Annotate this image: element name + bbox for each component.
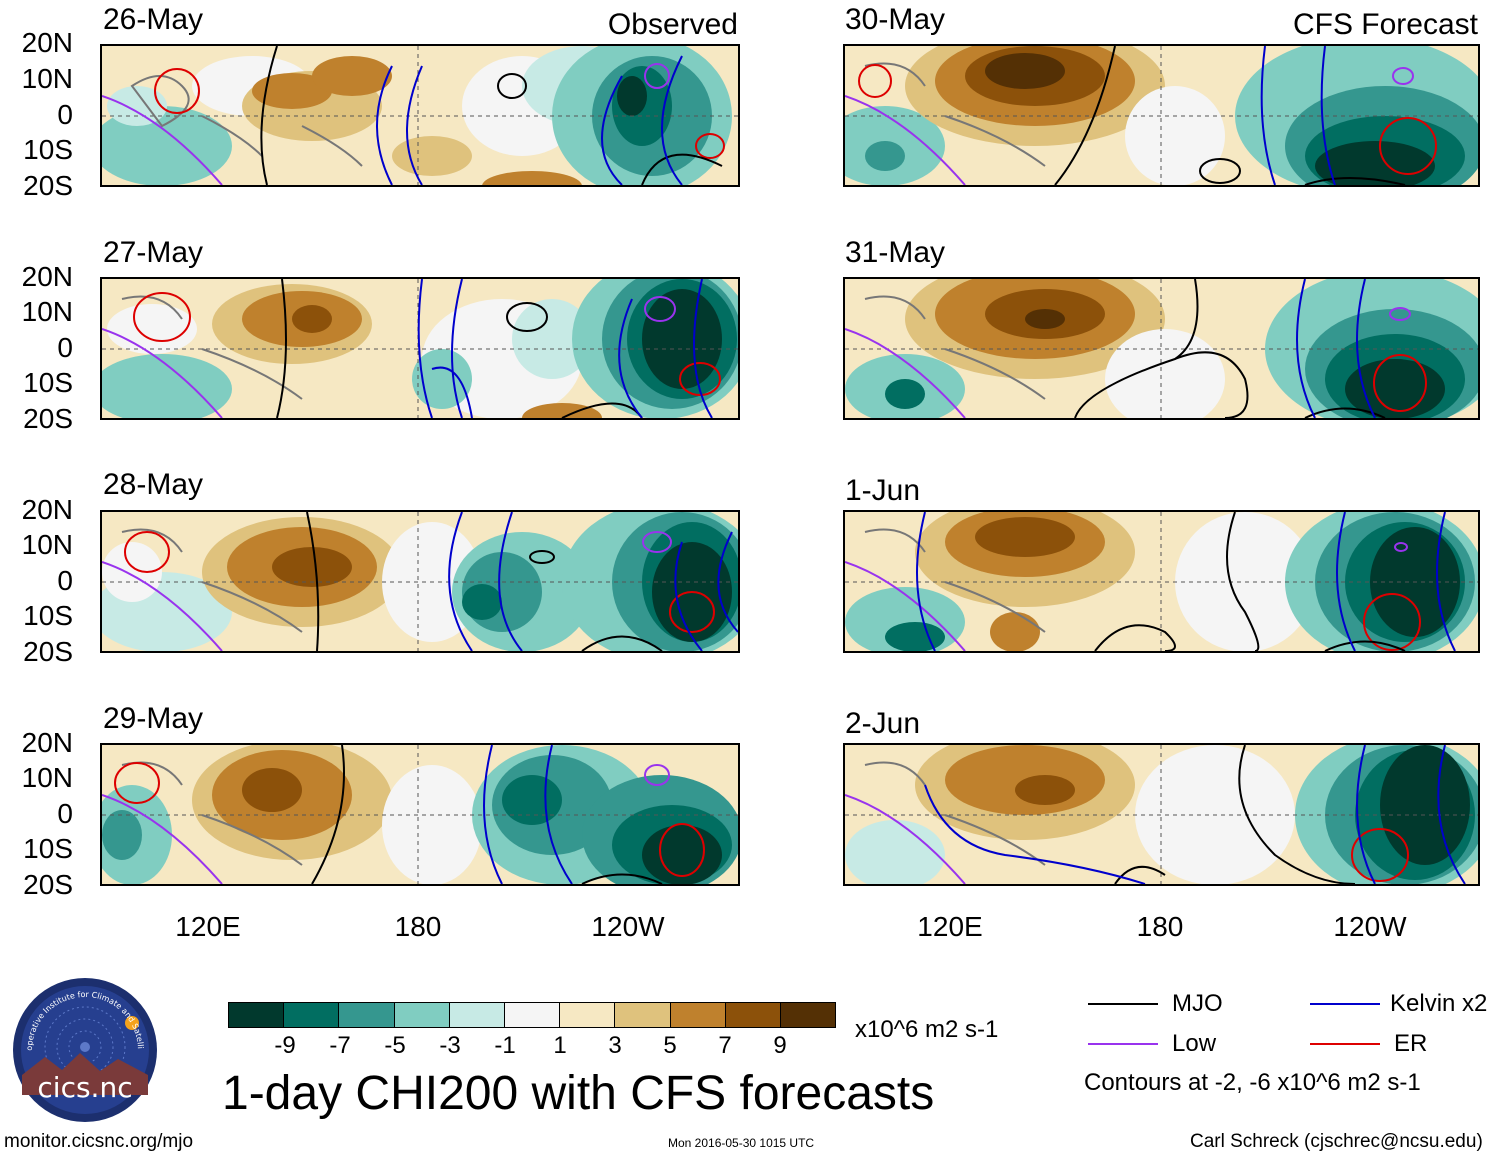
- lat-label-0: 0: [57, 565, 73, 596]
- map-1jun-graphic: [845, 512, 1478, 651]
- observed-header: Observed: [607, 8, 738, 41]
- colorbar-swatch: [229, 1003, 285, 1027]
- colorbar-units: x10^6 m2 s-1: [855, 1016, 999, 1043]
- colorbar: [228, 1002, 836, 1028]
- colorbar-tick: 9: [773, 1032, 787, 1059]
- panel-date-30may: 30-May: [845, 3, 946, 36]
- lat-label-20n: 20N: [21, 494, 73, 525]
- map-31may-graphic: [845, 279, 1478, 418]
- colorbar-swatch: [284, 1003, 340, 1027]
- panel-date-29may: 29-May: [103, 702, 204, 735]
- lat-label-0: 0: [57, 332, 73, 363]
- lat-label-10n: 10N: [21, 296, 73, 327]
- lat-label-10s: 10S: [23, 833, 73, 864]
- lon-label-120w: 120W: [1333, 911, 1407, 942]
- colorbar-tick: -3: [439, 1032, 461, 1059]
- legend-er-label: ER: [1394, 1030, 1428, 1057]
- colorbar-tick: 7: [718, 1032, 732, 1059]
- legend-mjo-line: [1088, 1003, 1158, 1005]
- map-panel-30may: [843, 44, 1480, 187]
- colorbar-tick: 1: [553, 1032, 567, 1059]
- map-26may-graphic: [102, 46, 738, 185]
- lon-label-120w: 120W: [591, 911, 665, 942]
- cics-logo: Cooperative Institute for Climate and Sa…: [7, 968, 160, 1125]
- map-panel-28may: [100, 510, 740, 653]
- legend-low-line: [1088, 1043, 1158, 1045]
- legend-contours-note: Contours at -2, -6 x10^6 m2 s-1: [1084, 1069, 1421, 1096]
- colorbar-swatch: [780, 1003, 836, 1027]
- panel-date-2jun: 2-Jun: [845, 707, 921, 740]
- colorbar-swatch: [560, 1003, 616, 1027]
- lat-label-0: 0: [57, 99, 73, 130]
- lat-label-20n: 20N: [21, 27, 73, 58]
- colorbar-swatch: [670, 1003, 726, 1027]
- lon-label-120e: 120E: [917, 911, 983, 942]
- panel-date-31may: 31-May: [845, 236, 946, 269]
- map-panel-2jun: [843, 743, 1480, 886]
- panel-date-26may: 26-May: [103, 3, 204, 36]
- lat-label-0: 0: [57, 798, 73, 829]
- map-panel-29may: [100, 743, 740, 886]
- lat-label-10s: 10S: [23, 600, 73, 631]
- lon-label-180: 180: [394, 911, 442, 942]
- colorbar-swatch: [339, 1003, 395, 1027]
- lat-label-10n: 10N: [21, 63, 73, 94]
- colorbar-tick: -9: [274, 1032, 296, 1059]
- lon-label-180: 180: [1136, 911, 1184, 942]
- panel-date-1jun: 1-Jun: [845, 474, 921, 507]
- map-2jun-graphic: [845, 745, 1478, 884]
- legend-kelvin-line: [1310, 1003, 1380, 1005]
- map-29may-graphic: [102, 745, 738, 884]
- colorbar-tick: -7: [329, 1032, 351, 1059]
- logo-name: cics.nc: [37, 1071, 132, 1104]
- lat-label-20n: 20N: [21, 261, 73, 292]
- map-panel-26may: [100, 44, 740, 187]
- legend-er-line: [1310, 1043, 1380, 1045]
- colorbar-swatch: [725, 1003, 781, 1027]
- colorbar-swatch: [449, 1003, 505, 1027]
- map-panel-31may: [843, 277, 1480, 420]
- lat-label-20s: 20S: [23, 170, 73, 201]
- panel-date-27may: 27-May: [103, 236, 204, 269]
- lon-label-120e: 120E: [175, 911, 241, 942]
- lat-label-10s: 10S: [23, 367, 73, 398]
- map-panel-1jun: [843, 510, 1480, 653]
- colorbar-swatch: [504, 1003, 561, 1027]
- colorbar-tick: -5: [384, 1032, 406, 1059]
- panel-date-28may: 28-May: [103, 468, 204, 501]
- colorbar-tick: 3: [608, 1032, 622, 1059]
- footer-url[interactable]: monitor.cicsnc.org/mjo: [4, 1131, 194, 1152]
- lat-label-20s: 20S: [23, 403, 73, 434]
- lat-label-10s: 10S: [23, 134, 73, 165]
- legend: MJO Kelvin x2 Low ER: [1080, 990, 1510, 1090]
- lat-label-20s: 20S: [23, 869, 73, 900]
- colorbar-swatch: [615, 1003, 671, 1027]
- sun-icon: [125, 1016, 139, 1030]
- legend-mjo-label: MJO: [1172, 990, 1223, 1017]
- forecast-header: CFS Forecast: [1292, 8, 1478, 41]
- colorbar-swatch: [394, 1003, 450, 1027]
- footer-author: Carl Schreck (cjschrec@ncsu.edu): [1190, 1131, 1483, 1152]
- lat-label-10n: 10N: [21, 529, 73, 560]
- map-28may-graphic: [102, 512, 738, 651]
- colorbar-tick: -1: [494, 1032, 516, 1059]
- lat-label-20n: 20N: [21, 727, 73, 758]
- lat-label-20s: 20S: [23, 636, 73, 667]
- cics-logo-graphic: Cooperative Institute for Climate and Sa…: [7, 968, 157, 1122]
- lat-label-10n: 10N: [21, 762, 73, 793]
- legend-kelvin-label: Kelvin x2: [1390, 990, 1488, 1017]
- figure-title: 1-day CHI200 with CFS forecasts: [222, 1067, 935, 1120]
- footer-timestamp: Mon 2016-05-30 1015 UTC: [668, 1136, 815, 1150]
- legend-low-label: Low: [1172, 1030, 1217, 1057]
- map-panel-27may: [100, 277, 740, 420]
- map-30may-graphic: [845, 46, 1478, 185]
- colorbar-tick: 5: [663, 1032, 677, 1059]
- map-27may-graphic: [102, 279, 738, 418]
